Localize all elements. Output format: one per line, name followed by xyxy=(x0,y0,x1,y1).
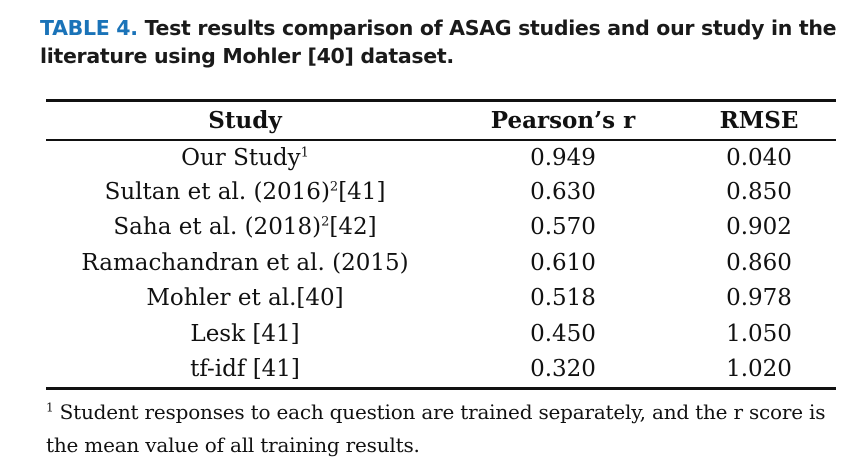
cell-rmse: 0.902 xyxy=(726,214,792,241)
table-row: Lesk [41] 0.450 1.050 xyxy=(46,316,836,351)
cell-rmse: 0.860 xyxy=(726,249,792,276)
table-header-rule xyxy=(46,139,836,141)
study-name: Our Study xyxy=(181,144,301,171)
table-row: Mohler et al.[40] 0.518 0.978 xyxy=(46,281,836,316)
table-row: Saha et al. (2018)2[42] 0.570 0.902 xyxy=(46,210,836,245)
cell-study: Mohler et al.[40] xyxy=(46,281,444,316)
study-footnote-marker: 2 xyxy=(321,214,330,230)
table-row: Our Study1 0.949 0.040 xyxy=(46,139,836,174)
header-study: Study xyxy=(208,107,282,134)
study-name: Saha et al. (2018) xyxy=(113,214,322,241)
cell-study: Ramachandran et al. (2015) xyxy=(46,245,444,280)
cell-rmse: 0.978 xyxy=(726,285,792,312)
footnote-text: Student responses to each question are t… xyxy=(46,400,826,457)
cell-pearson: 0.570 xyxy=(530,214,596,241)
study-footnote-marker: 2 xyxy=(329,179,339,195)
cell-pearson: 0.610 xyxy=(530,249,596,276)
study-name: Lesk [41] xyxy=(190,320,300,347)
cell-rmse: 1.020 xyxy=(726,356,792,383)
cell-study: Sultan et al. (2016)2[41] xyxy=(46,174,444,209)
cell-study: Saha et al. (2018)2[42] xyxy=(46,210,444,245)
cell-rmse: 0.040 xyxy=(726,144,792,171)
table-caption: TABLE 4. Test results comparison of ASAG… xyxy=(40,14,840,70)
cell-pearson: 0.630 xyxy=(530,179,596,206)
results-table: Study Pearson’s r RMSE Our Study1 0.949 … xyxy=(46,102,836,387)
table-footnote: 1 Student responses to each question are… xyxy=(46,396,846,462)
table-caption-text: Test results comparison of ASAG studies … xyxy=(40,16,837,68)
table-row: Sultan et al. (2016)2[41] 0.630 0.850 xyxy=(46,174,836,209)
study-name: tf-idf [41] xyxy=(190,356,300,383)
cell-study: tf-idf [41] xyxy=(46,351,444,386)
study-name: Sultan et al. (2016) xyxy=(104,179,330,206)
study-name: Ramachandran et al. (2015) xyxy=(81,249,409,276)
cell-pearson: 0.450 xyxy=(530,320,596,347)
cell-study: Our Study1 xyxy=(46,139,444,174)
cell-pearson: 0.320 xyxy=(530,356,596,383)
table-top-rule xyxy=(46,99,836,102)
table-row: tf-idf [41] 0.320 1.020 xyxy=(46,351,836,386)
table-label: TABLE 4. xyxy=(40,16,138,40)
table-header-row: Study Pearson’s r RMSE xyxy=(46,102,836,139)
study-ref: [42] xyxy=(329,214,377,241)
footnote-marker: 1 xyxy=(46,400,54,415)
study-name: Mohler et al.[40] xyxy=(146,285,344,312)
table-row: Ramachandran et al. (2015) 0.610 0.860 xyxy=(46,245,836,280)
header-rmse: RMSE xyxy=(719,107,799,134)
table-bottom-rule xyxy=(46,387,836,390)
cell-rmse: 0.850 xyxy=(726,179,792,206)
study-ref: [41] xyxy=(338,179,386,206)
cell-pearson: 0.949 xyxy=(530,144,596,171)
cell-pearson: 0.518 xyxy=(530,285,596,312)
cell-rmse: 1.050 xyxy=(726,320,792,347)
cell-study: Lesk [41] xyxy=(46,316,444,351)
study-footnote-marker: 1 xyxy=(300,145,309,161)
header-pearson: Pearson’s r xyxy=(490,107,636,134)
